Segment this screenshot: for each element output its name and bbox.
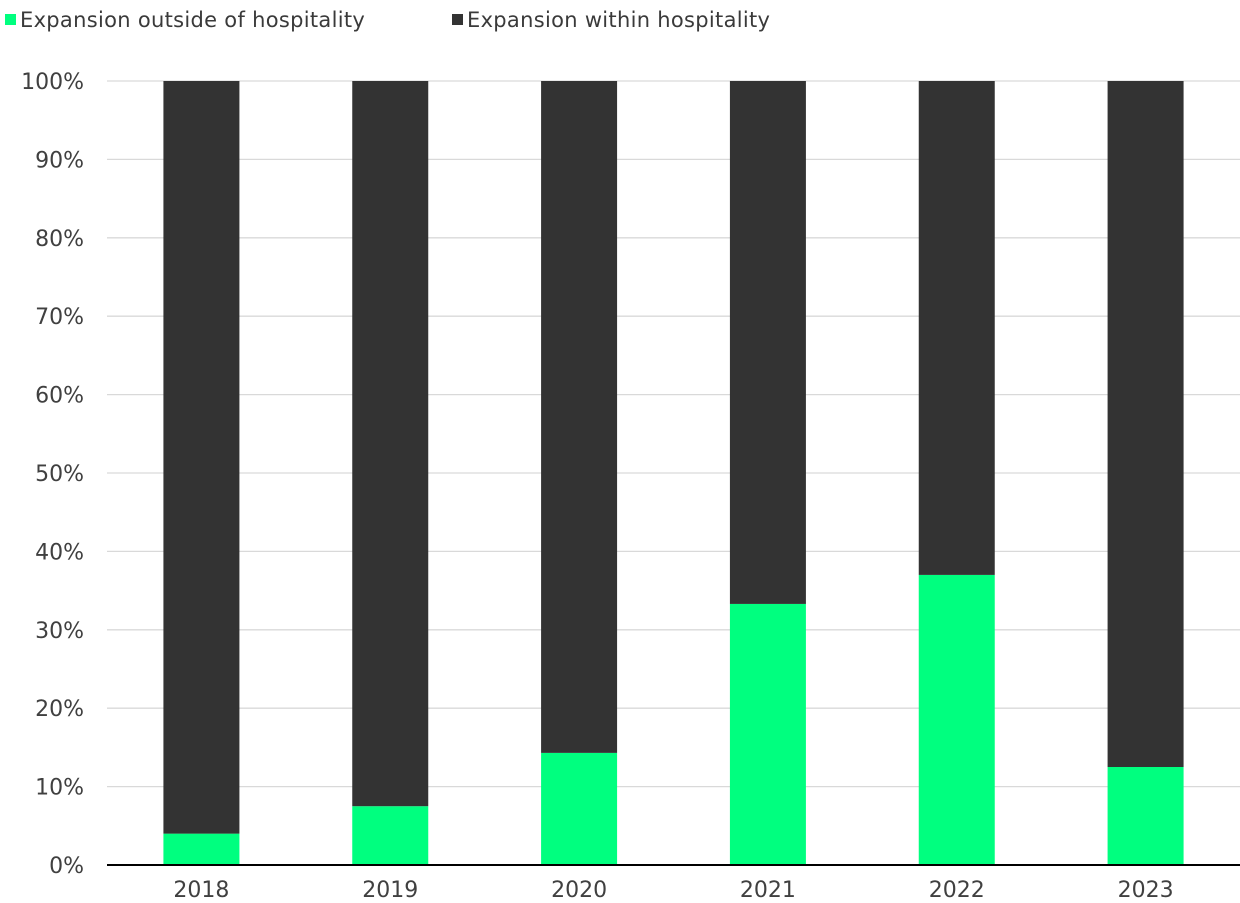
bar-segment-outside <box>541 752 618 865</box>
legend: Expansion outside of hospitality Expansi… <box>5 8 770 32</box>
x-axis: 2018 2019 2020 2021 2022 2023 <box>107 864 1240 903</box>
gridlines <box>107 80 1240 788</box>
bar-segment-outside <box>729 603 806 865</box>
y-tick-label: 70% <box>35 305 84 330</box>
legend-label-outside: Expansion outside of hospitality <box>20 8 365 32</box>
bar-segment-outside <box>352 806 429 865</box>
y-tick-label: 50% <box>35 462 84 487</box>
x-tick-label: 2021 <box>740 878 796 903</box>
x-tick-label: 2022 <box>929 878 985 903</box>
y-tick-label: 80% <box>35 227 84 252</box>
legend-swatch-outside <box>5 14 16 25</box>
x-tick-label: 2023 <box>1118 878 1174 903</box>
bar-segment-within <box>352 81 429 807</box>
bar-segment-outside <box>918 574 995 865</box>
y-tick-label: 40% <box>35 540 84 565</box>
y-axis: 0% 10% 20% 30% 40% 50% 60% 70% 80% 90% 100% <box>21 70 84 879</box>
y-tick-label: 20% <box>35 697 84 722</box>
bar-segment-within <box>729 81 806 604</box>
bar-segment-within <box>918 81 995 575</box>
x-tick-label: 2018 <box>173 878 229 903</box>
y-tick-label: 0% <box>49 854 84 879</box>
y-tick-label: 100% <box>21 70 84 95</box>
bar-segment-within <box>541 81 618 753</box>
y-tick-label: 10% <box>35 776 84 801</box>
legend-label-within: Expansion within hospitality <box>467 8 770 32</box>
y-tick-label: 90% <box>35 148 84 173</box>
bars <box>163 81 1184 865</box>
bar-segment-within <box>1107 81 1184 767</box>
x-tick-label: 2020 <box>551 878 607 903</box>
legend-swatch-within <box>452 14 463 25</box>
bar-segment-outside <box>1107 767 1184 865</box>
bar-segment-outside <box>163 833 240 865</box>
x-tick-label: 2019 <box>362 878 418 903</box>
y-tick-label: 60% <box>35 384 84 409</box>
y-tick-label: 30% <box>35 619 84 644</box>
bar-segment-within <box>163 81 240 834</box>
